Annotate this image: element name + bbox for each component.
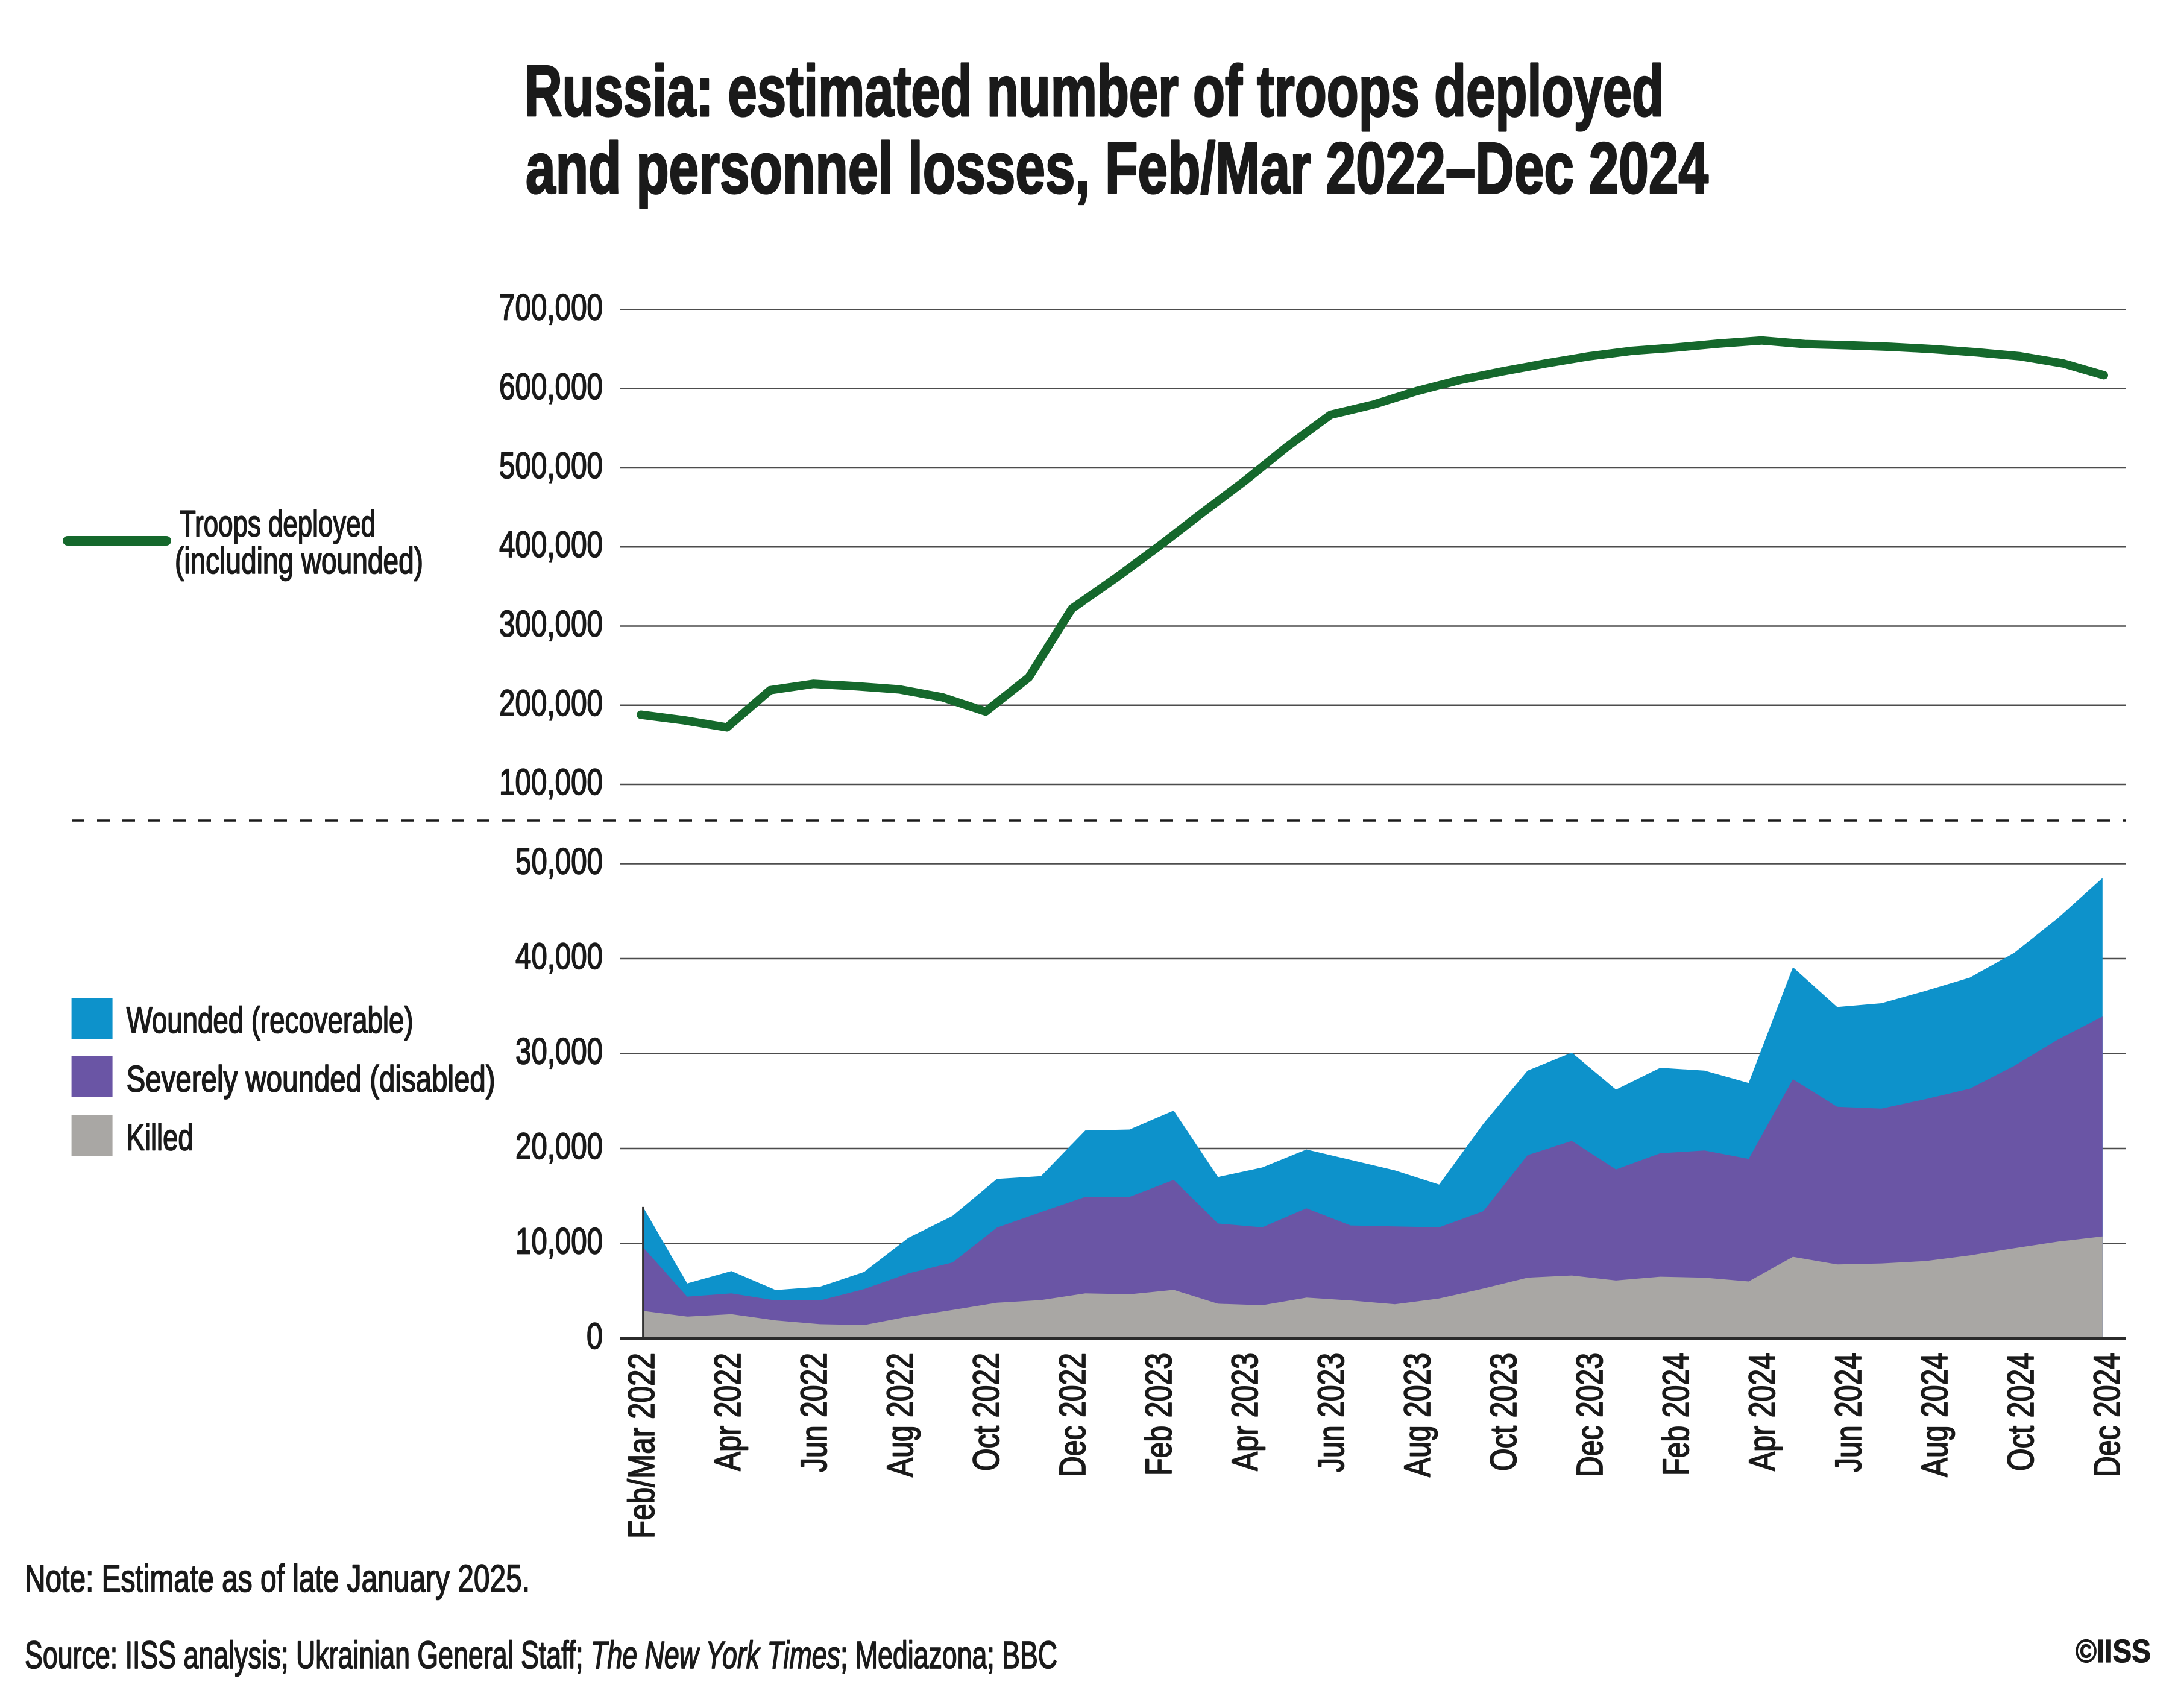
svg-text:Apr 2024: Apr 2024 xyxy=(1742,1353,1783,1471)
svg-text:50,000: 50,000 xyxy=(515,841,603,882)
svg-text:Feb/Mar 2022: Feb/Mar 2022 xyxy=(621,1353,662,1539)
svg-text:Killed: Killed xyxy=(127,1117,194,1158)
svg-text:Apr 2022: Apr 2022 xyxy=(707,1353,748,1471)
svg-text:Dec 2022: Dec 2022 xyxy=(1052,1353,1093,1477)
svg-text:Jun 2023: Jun 2023 xyxy=(1311,1353,1352,1472)
svg-text:Dec 2023: Dec 2023 xyxy=(1569,1353,1610,1477)
svg-text:400,000: 400,000 xyxy=(499,524,603,565)
svg-text:©IISS: ©IISS xyxy=(2076,1633,2151,1669)
svg-text:Source: IISS analysis; Ukraini: Source: IISS analysis; Ukrainian General… xyxy=(25,1633,1057,1677)
svg-text:Note: Estimate as of late Janu: Note: Estimate as of late January 2025. xyxy=(25,1557,530,1600)
svg-text:Feb 2023: Feb 2023 xyxy=(1138,1353,1179,1476)
svg-text:300,000: 300,000 xyxy=(499,603,603,644)
svg-text:Oct 2024: Oct 2024 xyxy=(2000,1353,2041,1471)
svg-text:and personnel losses, Feb/Mar: and personnel losses, Feb/Mar 2022–Dec 2… xyxy=(526,128,1708,209)
svg-text:Jun 2022: Jun 2022 xyxy=(793,1353,834,1472)
svg-text:Wounded (recoverable): Wounded (recoverable) xyxy=(127,1000,414,1041)
svg-text:100,000: 100,000 xyxy=(499,761,603,802)
svg-text:0: 0 xyxy=(587,1316,603,1357)
svg-text:500,000: 500,000 xyxy=(499,445,603,486)
svg-text:10,000: 10,000 xyxy=(515,1221,603,1262)
svg-text:Dec 2024: Dec 2024 xyxy=(2086,1353,2127,1477)
svg-text:Aug 2024: Aug 2024 xyxy=(1914,1353,1955,1477)
svg-text:700,000: 700,000 xyxy=(499,287,603,328)
svg-text:Russia: estimated number of tr: Russia: estimated number of troops deplo… xyxy=(524,51,1664,131)
svg-text:Apr 2023: Apr 2023 xyxy=(1224,1353,1265,1471)
svg-text:20,000: 20,000 xyxy=(515,1126,603,1167)
svg-text:Troops deployed: Troops deployed xyxy=(180,503,376,544)
svg-text:Jun 2024: Jun 2024 xyxy=(1828,1353,1869,1472)
svg-text:Aug 2023: Aug 2023 xyxy=(1397,1353,1438,1477)
svg-text:Oct 2022: Oct 2022 xyxy=(966,1353,1007,1471)
svg-text:(including wounded): (including wounded) xyxy=(175,540,423,581)
svg-text:Aug 2022: Aug 2022 xyxy=(880,1353,921,1477)
svg-text:Feb 2024: Feb 2024 xyxy=(1655,1353,1696,1476)
svg-text:200,000: 200,000 xyxy=(499,682,603,723)
svg-text:Severely wounded (disabled): Severely wounded (disabled) xyxy=(127,1058,496,1099)
svg-text:600,000: 600,000 xyxy=(499,366,603,407)
svg-text:40,000: 40,000 xyxy=(515,936,603,977)
svg-text:30,000: 30,000 xyxy=(515,1031,603,1072)
svg-text:Oct 2023: Oct 2023 xyxy=(1483,1353,1524,1471)
